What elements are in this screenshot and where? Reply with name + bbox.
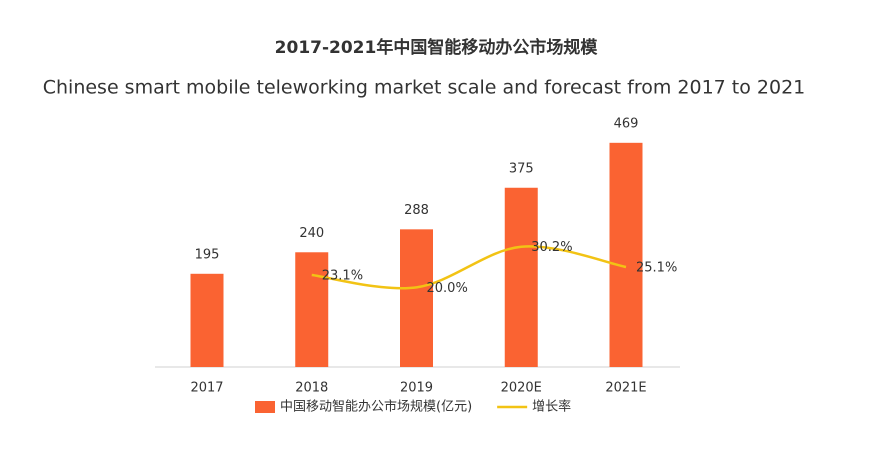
bar-value-label: 288 [404, 203, 429, 218]
bar [190, 273, 224, 367]
line-value-label: 25.1% [636, 261, 677, 276]
line-value-label: 30.2% [531, 240, 572, 255]
bar [400, 229, 433, 367]
x-tick-label: 2017 [190, 381, 223, 396]
bar-value-label: 195 [195, 247, 220, 262]
bar [504, 187, 538, 367]
legend-label: 中国移动智能办公市场规模(亿元) [280, 399, 472, 415]
bar-value-label: 240 [299, 226, 324, 241]
bar [295, 252, 329, 367]
x-tick-label: 2018 [295, 381, 328, 396]
chart-subtitle: Chinese smart mobile teleworking market … [43, 77, 806, 99]
legend-swatch [255, 401, 275, 413]
line [311, 245, 627, 290]
bar-value-label: 469 [614, 116, 639, 131]
chart-title: 2017-2021年中国智能移动办公市场规模 [275, 37, 599, 58]
bar [609, 142, 643, 367]
legend-label: 增长率 [532, 399, 571, 415]
line-value-label: 23.1% [322, 268, 363, 283]
x-tick-label: 2020E [501, 381, 542, 396]
line-value-label: 20.0% [427, 281, 468, 296]
x-tick-label: 2021E [605, 381, 646, 396]
x-tick-label: 2019 [400, 381, 433, 396]
bar-value-label: 375 [509, 161, 534, 176]
